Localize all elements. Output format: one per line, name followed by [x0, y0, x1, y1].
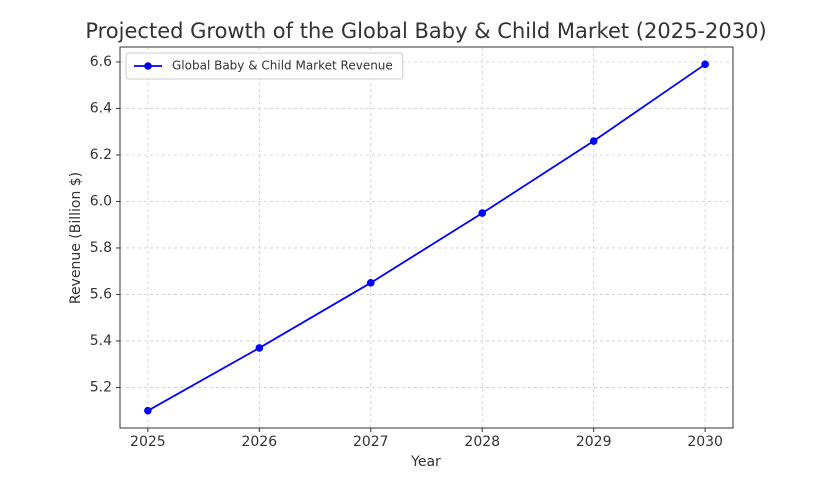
x-tick-label: 2028 [464, 434, 500, 450]
legend-box [125, 52, 404, 80]
y-tick-label: 5.4 [90, 333, 112, 349]
data-point [478, 209, 487, 217]
series-line [147, 63, 706, 412]
y-tick-label: 6.0 [90, 193, 112, 209]
legend-label: Global Baby & Child Market Revenue [172, 59, 393, 73]
data-point [701, 60, 709, 69]
x-tick-label: 2025 [130, 434, 166, 450]
data-point [255, 344, 264, 352]
y-tick-label: 6.4 [90, 100, 112, 116]
legend: Global Baby & Child Market Revenue [125, 52, 404, 80]
chart-title: Projected Growth of the Global Baby & Ch… [85, 19, 766, 43]
y-axis-label: Revenue (Billion $) [68, 172, 84, 304]
data-point [589, 137, 598, 145]
x-tick-label: 2027 [353, 434, 389, 450]
y-tick-label: 6.6 [90, 54, 112, 70]
y-tick-label: 5.6 [90, 286, 112, 302]
legend-marker [144, 62, 152, 70]
x-tick-label: 2029 [576, 434, 612, 450]
y-tick-label: 5.8 [90, 240, 112, 256]
x-tick-label: 2026 [241, 434, 277, 450]
y-tick-label: 5.2 [90, 379, 112, 395]
x-axis-label: Year [410, 454, 441, 470]
y-tick-label: 6.2 [90, 147, 112, 163]
data-point [144, 406, 152, 415]
data-point [366, 279, 375, 287]
plot-frame [119, 46, 734, 429]
x-tick-label: 2030 [687, 434, 723, 450]
